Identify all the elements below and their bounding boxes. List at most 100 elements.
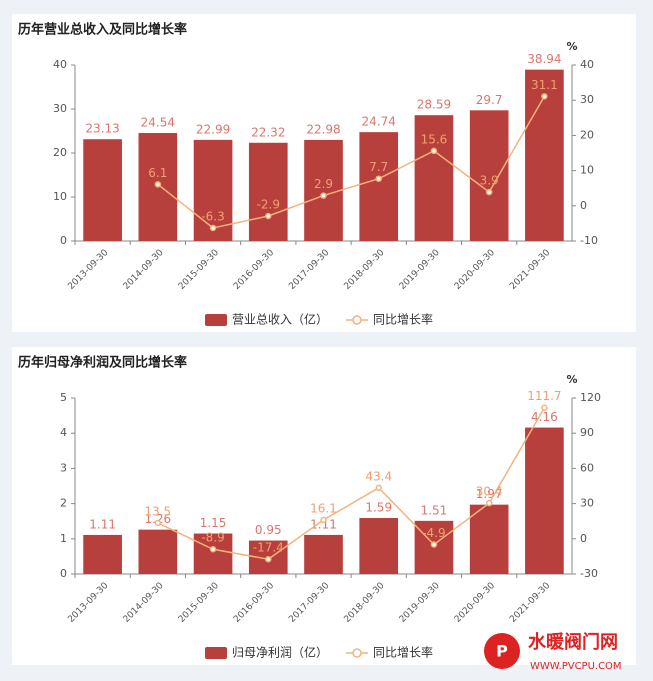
- watermark: P 水暖阀门网 WWW.PVCPU.COM: [484, 631, 622, 672]
- line-value-label: 3.9: [480, 174, 499, 188]
- watermark-logo: [484, 633, 520, 669]
- line-point: [320, 192, 327, 199]
- watermark-logo-text: P: [496, 642, 508, 661]
- legend-swatch: [205, 314, 227, 326]
- y2-tick-label: 30: [580, 497, 594, 510]
- line-value-label: 6.1: [148, 166, 167, 180]
- y2-tick-label: 20: [580, 128, 594, 141]
- y2-axis-label: %: [566, 40, 577, 53]
- line-value-label: 7.7: [369, 160, 388, 174]
- bar: [304, 139, 343, 241]
- bar-value-label: 1.15: [200, 516, 227, 530]
- chart: 历年营业总收入及同比增长率010203040-10010203040%2013-…: [12, 14, 636, 332]
- line-point: [430, 541, 438, 548]
- bar-value-label: 4.16: [531, 410, 558, 424]
- y-tick-label: 5: [60, 391, 67, 404]
- legend-swatch: [205, 647, 227, 659]
- bar: [359, 132, 399, 241]
- line-point: [154, 181, 162, 188]
- chart-title: 历年营业总收入及同比增长率: [18, 22, 187, 38]
- bar: [138, 529, 178, 574]
- bar-value-label: 22.32: [251, 125, 285, 139]
- line-value-label: 16.1: [310, 501, 337, 515]
- line-value-label: 31.1: [531, 78, 558, 92]
- y-tick-label: 4: [60, 426, 67, 439]
- bar-value-label: 38.94: [527, 52, 561, 66]
- bar-value-label: 0.95: [255, 523, 282, 537]
- y2-tick-label: 120: [580, 391, 601, 404]
- bar-value-label: 24.54: [141, 116, 175, 130]
- bar: [359, 518, 399, 574]
- line-value-label: -2.9: [257, 198, 280, 212]
- y2-tick-label: 40: [580, 58, 594, 71]
- legend-label: 同比增长率: [373, 645, 433, 660]
- y2-tick-label: 60: [580, 461, 594, 474]
- y2-tick-label: 0: [580, 199, 587, 212]
- bar: [469, 504, 509, 574]
- line-value-label: 15.6: [421, 132, 448, 146]
- y-tick-label: 40: [53, 58, 67, 71]
- y2-tick-label: -10: [580, 234, 598, 247]
- line-value-label: 111.7: [527, 389, 561, 403]
- legend-label: 同比增长率: [373, 312, 433, 327]
- line-point: [320, 516, 327, 524]
- y2-tick-label: 90: [580, 426, 594, 439]
- line-value-label: -8.9: [201, 531, 224, 545]
- line-point: [209, 224, 217, 232]
- line-point: [541, 404, 548, 411]
- legend-swatch-point: [352, 648, 362, 658]
- line-point: [375, 484, 382, 492]
- line-value-label: 2.9: [314, 177, 333, 191]
- line-point: [265, 212, 272, 220]
- line-point: [209, 545, 217, 553]
- bar: [193, 139, 233, 241]
- y2-tick-label: 30: [580, 93, 594, 106]
- line-point: [485, 499, 493, 507]
- bar-value-label: 29.7: [476, 93, 503, 107]
- chart-title: 历年归母净利润及同比增长率: [18, 355, 187, 371]
- legend-label: 营业总收入（亿）: [232, 312, 328, 327]
- line: [157, 95, 546, 229]
- bar-value-label: 23.13: [85, 122, 119, 136]
- bar: [83, 139, 122, 241]
- y2-tick-label: -30: [580, 567, 598, 580]
- line-value-label: 30.4: [476, 485, 503, 499]
- line-value-label: 13.5: [144, 504, 171, 518]
- bar-value-label: 1.59: [365, 501, 392, 515]
- line-point: [265, 555, 272, 563]
- watermark-name: 水暖阀门网: [528, 631, 618, 653]
- y-tick-label: 0: [60, 567, 67, 580]
- y-tick-label: 30: [53, 102, 67, 115]
- line-value-label: -4.9: [422, 526, 445, 540]
- y2-axis-label: %: [566, 373, 577, 386]
- line-point: [541, 93, 548, 100]
- watermark-url: WWW.PVCPU.COM: [530, 661, 622, 672]
- bar: [304, 534, 343, 574]
- y2-tick-label: 0: [580, 532, 587, 545]
- y-tick-label: 2: [60, 497, 67, 510]
- legend-label: 归母净利润（亿）: [232, 645, 328, 660]
- y2-tick-label: 10: [580, 164, 594, 177]
- line-point: [154, 519, 162, 527]
- legend-swatch-point: [352, 315, 362, 325]
- y-tick-label: 10: [53, 190, 67, 203]
- line-point: [485, 188, 493, 196]
- bar-value-label: 22.99: [196, 122, 230, 136]
- bar: [248, 142, 288, 241]
- bar: [469, 110, 509, 241]
- y-tick-label: 0: [60, 234, 67, 247]
- chart: 历年归母净利润及同比增长率012345-300306090120%2013-09…: [12, 347, 636, 665]
- bar-value-label: 1.51: [421, 503, 448, 517]
- line-value-label: -17.4: [253, 541, 284, 555]
- bar-value-label: 24.74: [362, 115, 396, 129]
- y-tick-label: 20: [53, 146, 67, 159]
- bar: [414, 115, 454, 241]
- bar-value-label: 1.11: [89, 517, 116, 531]
- bar: [83, 534, 122, 574]
- line-value-label: -6.3: [201, 209, 224, 223]
- bar: [525, 427, 564, 574]
- bar-value-label: 1.11: [310, 517, 337, 531]
- line: [157, 407, 546, 561]
- line-point: [430, 147, 438, 155]
- bar: [193, 533, 233, 574]
